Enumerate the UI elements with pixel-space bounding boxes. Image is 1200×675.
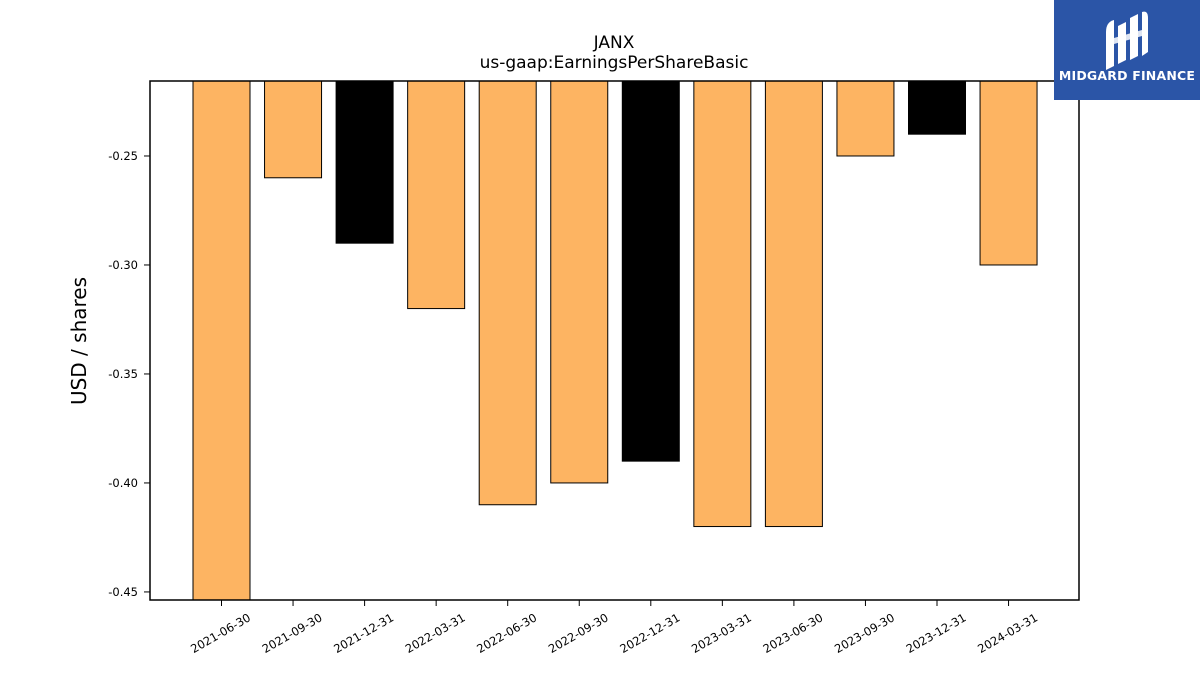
y-tick-label: -0.25 (108, 149, 138, 163)
brand-logo: MIDGARD FINANCE (1054, 0, 1200, 100)
y-axis-label: USD / shares (67, 277, 91, 405)
bar-2022-12-31 (621, 80, 680, 462)
bar-2021-09-30 (264, 80, 323, 179)
midgard-logo-icon (1106, 11, 1148, 70)
chart-subtitle: us-gaap:EarningsPerShareBasic (480, 53, 749, 73)
bar-2021-12-31 (335, 80, 394, 244)
x-tick-label: 2022-09-30 (546, 610, 611, 656)
bar-2023-06-30 (764, 80, 823, 528)
x-tick-label: 2022-03-31 (403, 610, 468, 656)
bar-2023-09-30 (836, 80, 895, 157)
bar-2022-06-30 (478, 80, 537, 506)
bar-2023-03-31 (693, 80, 752, 528)
bars-group (192, 80, 1038, 601)
plot-frame (149, 80, 1080, 601)
bar-2023-12-31 (908, 80, 966, 135)
x-tick-label: 2021-12-31 (331, 610, 396, 656)
y-tick-label: -0.40 (108, 476, 138, 490)
y-tick-label: -0.30 (108, 258, 138, 272)
x-tick-label: 2022-12-31 (617, 610, 682, 656)
y-tick-label: -0.45 (108, 585, 138, 599)
bar-2021-06-30 (192, 80, 251, 601)
x-tick-label: 2023-12-31 (904, 610, 969, 656)
bar-2022-09-30 (550, 80, 609, 484)
brand-name: MIDGARD FINANCE (1058, 68, 1196, 83)
x-tick-label: 2021-09-30 (260, 610, 325, 656)
y-axis-ticks: -0.25 -0.30 -0.35 -0.40 -0.45 (108, 149, 150, 599)
bar-2024-03-31 (979, 80, 1038, 266)
bar-2022-03-31 (407, 80, 466, 310)
x-tick-label: 2022-06-30 (474, 610, 539, 656)
y-tick-label: -0.35 (108, 367, 138, 381)
x-tick-label: 2023-06-30 (761, 610, 826, 656)
x-tick-label: 2023-09-30 (832, 610, 897, 656)
x-tick-label: 2024-03-31 (975, 610, 1040, 656)
x-axis-ticks: 2021-06-30 2021-09-30 2021-12-31 2022-03-31… (188, 600, 1040, 656)
chart-title: JANX (593, 33, 635, 53)
x-tick-label: 2023-03-31 (689, 610, 754, 656)
x-tick-label: 2021-06-30 (188, 610, 253, 656)
